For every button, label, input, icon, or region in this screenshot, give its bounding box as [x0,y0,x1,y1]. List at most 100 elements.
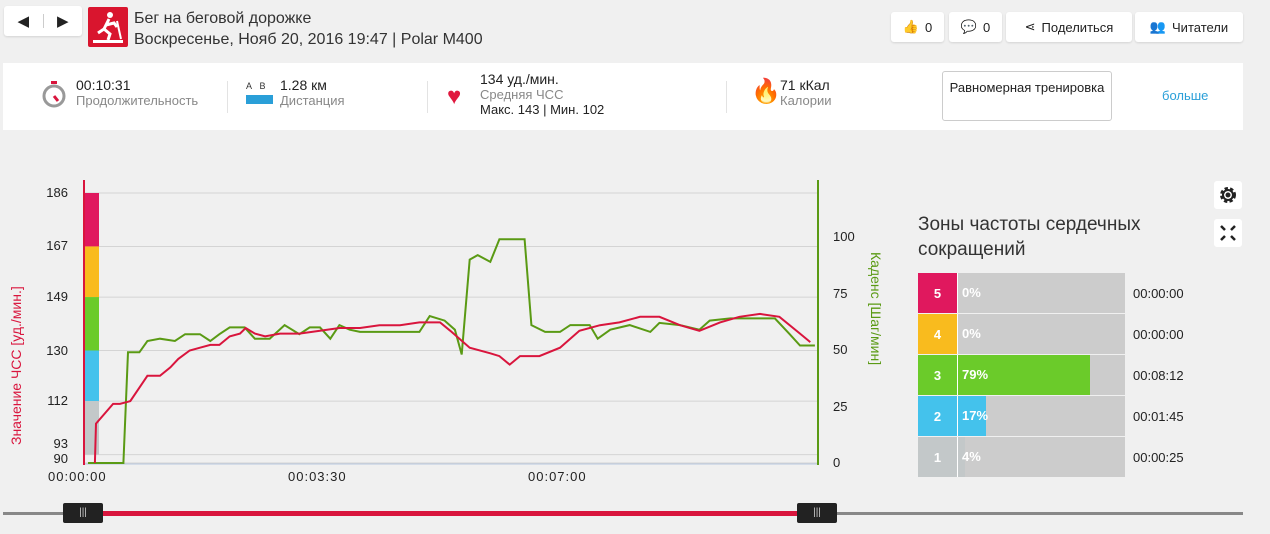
y-tick-label: 149 [46,289,68,305]
zone-row-5: 5 0% [918,273,1125,313]
calories-value: 71 кКал [780,77,830,93]
x-tick-label: 00:03:30 [288,469,347,484]
zones-title: Зоны частоты сердечных сокращений [918,214,1141,260]
calories-label: Калории [780,93,832,108]
zone-number: 3 [918,355,958,395]
activity-subtitle: Воскресенье, Нояб 20, 2016 19:47 | Polar… [134,31,483,48]
zone-band-3 [85,297,99,351]
x-tick-label: 00:07:00 [528,469,587,484]
followers-label: Читатели [1172,19,1229,35]
zone-time: 00:00:00 [1133,327,1184,342]
divider [227,81,228,113]
zone-number: 1 [918,437,958,477]
divider [42,14,44,28]
y-tick-label: 130 [46,342,68,358]
zone-row-2: 2 17% [918,396,1125,436]
zone-band-5 [85,193,99,247]
y-tick-label: 93 [53,436,68,451]
comment-count: 0 [982,19,991,35]
flame-icon: 🔥 [751,78,781,105]
like-button[interactable]: 👍 0 [891,12,944,42]
activity-nav: ◀ ▶ [4,6,82,36]
zone-row-4: 4 0% [918,314,1125,354]
heart-icon: ♥ [447,83,462,110]
y-tick-label: 90 [53,451,68,466]
zone-bar-fill [958,355,1090,395]
followers-button[interactable]: 👥 Читатели [1135,12,1243,42]
treadmill-icon [88,7,128,47]
y-axis-label: Значение ЧСС [уд./мин.] [8,286,24,445]
zone-percent: 0% [962,326,981,341]
zone-band-2 [85,350,99,402]
zone-bar: 79% [958,355,1125,395]
share-icon: ⋖ [1024,19,1036,34]
separator: | [543,102,547,117]
divider [726,81,727,113]
zone-number: 2 [918,396,958,436]
more-link[interactable]: больше [1162,88,1209,103]
distance-value: 1.28 км [280,77,327,93]
hr-avg-label: Средняя ЧСС [480,87,564,102]
zone-bar: 0% [958,314,1125,354]
fullscreen-icon[interactable] [1214,219,1242,247]
hr-max: Макс. 143 [480,102,540,117]
zone-time: 00:00:00 [1133,286,1184,301]
zone-time: 00:01:45 [1133,409,1184,424]
zone-time: 00:00:25 [1133,450,1184,465]
y2-tick-label: 50 [833,342,848,357]
next-activity-button[interactable]: ▶ [56,13,69,30]
distance-label: Дистанция [280,93,345,108]
divider [427,81,428,113]
y2-tick-label: 25 [833,398,848,414]
y2-tick-label: 100 [833,229,855,244]
zone-bar: 4% [958,437,1125,477]
zone-time: 00:08:12 [1133,368,1184,383]
distance-icon: A B [246,81,273,104]
range-end-handle[interactable]: ||| [797,503,837,523]
distance-stat: 1.28 км Дистанция [280,77,345,108]
range-start-handle[interactable]: ||| [63,503,103,523]
thumbs-up-icon: 👍 [902,19,919,34]
settings-gear-icon[interactable] [1214,181,1242,209]
prev-activity-button[interactable]: ◀ [17,13,30,30]
duration-stat: 00:10:31 Продолжительность [76,77,198,108]
zone-bar-fill [958,437,965,477]
like-count: 0 [924,19,933,35]
x-tick-label: 00:00:00 [48,469,107,484]
y-tick-label: 112 [47,393,68,409]
point-a: A [246,81,253,91]
summary-bar: 00:10:31 Продолжительность A B 1.28 км Дис… [3,63,1243,130]
zone-bar-fill [958,396,987,436]
heart-rate-line [93,312,811,464]
cadence-line [88,238,815,464]
training-type-button[interactable]: Равномерная тренировка [942,71,1112,121]
calories-stat: 71 кКал Калории [780,77,832,108]
share-button[interactable]: ⋖ Поделиться [1006,12,1132,42]
share-label: Поделиться [1041,19,1114,35]
zone-percent: 0% [962,285,981,300]
comment-button[interactable]: 💬 0 [949,12,1002,42]
activity-title: Бег на беговой дорожке Воскресенье, Нояб… [134,8,483,50]
y2-tick-label: 75 [833,285,848,301]
y-tick-label: 186 [46,185,68,200]
y2-axis-label: Каденс [Шаг/мин] [868,252,884,366]
zone-band-1 [85,401,99,455]
heart-rate-stat: 134 уд./мин. Средняя ЧСС Макс. 143 | Мин. … [480,71,604,117]
hr-min: Мин. 102 [550,102,605,117]
stopwatch-icon [41,79,67,114]
zone-bar: 0% [958,273,1125,313]
zone-band-4 [85,246,99,298]
point-b: B [259,81,266,91]
activity-name: Бег на беговой дорожке [134,10,312,27]
hr-avg-value: 134 уд./мин. [480,71,559,87]
zone-number: 4 [918,314,958,354]
people-icon: 👥 [1149,19,1167,34]
zone-row-3: 3 79% [918,355,1125,395]
y-tick-label: 167 [46,238,68,254]
range-selection[interactable] [84,511,818,516]
y2-tick-label: 0 [833,455,841,470]
zone-percent: 17% [962,408,989,423]
zone-row-1: 1 4% [918,437,1125,477]
duration-value: 00:10:31 [76,77,131,93]
duration-label: Продолжительность [76,93,199,108]
